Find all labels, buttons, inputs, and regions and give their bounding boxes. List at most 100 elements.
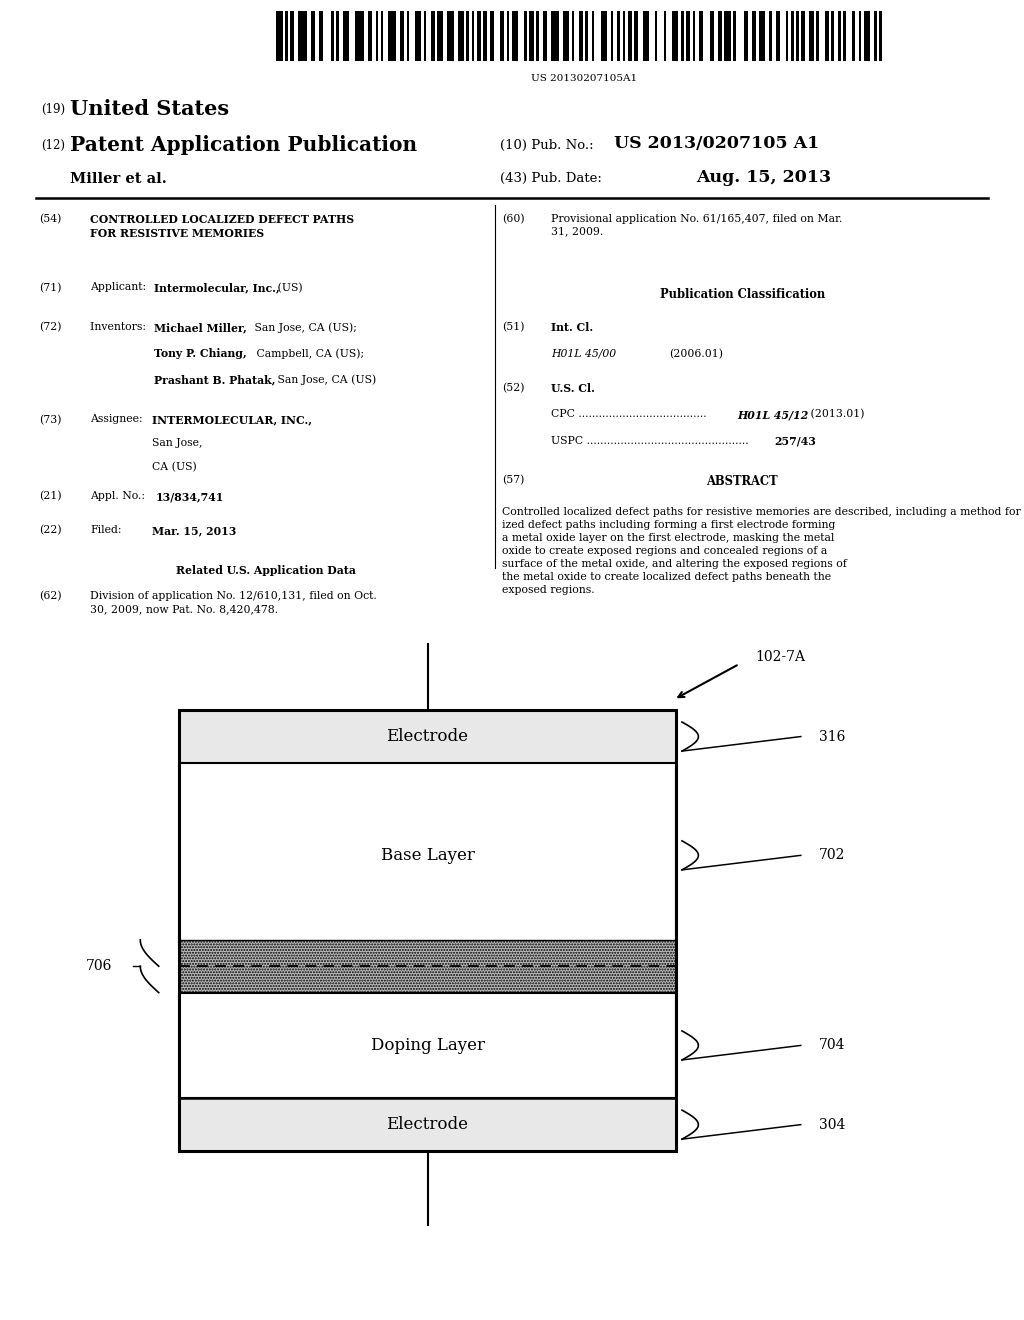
Bar [424,11,427,61]
Bar [407,11,410,61]
Bar [416,11,422,61]
Bar [858,11,861,61]
Bar [752,11,756,61]
Bar [529,11,534,61]
Bar [681,11,683,61]
Bar [743,11,748,61]
Text: (54): (54) [39,214,61,224]
Text: United States: United States [70,99,228,119]
Text: 13/834,741: 13/834,741 [156,491,224,502]
Text: US 2013/0207105 A1: US 2013/0207105 A1 [614,135,819,152]
Bar [796,11,799,61]
Bar [664,11,666,61]
Text: US 20130207105A1: US 20130207105A1 [530,74,637,83]
Bar [831,11,834,61]
Bar [472,11,474,61]
Text: (60): (60) [502,214,524,224]
Text: (72): (72) [39,322,61,333]
Text: 304: 304 [819,1118,846,1131]
Bar [343,11,349,61]
Bar [692,11,695,61]
Bar [437,11,443,61]
Text: 706: 706 [86,960,113,973]
Text: Intermolecular, Inc.,: Intermolecular, Inc., [154,282,280,293]
Bar [816,11,818,61]
Text: (71): (71) [39,282,61,293]
Bar [179,763,676,948]
Text: 102-7A: 102-7A [756,651,806,664]
Bar [467,11,469,61]
Text: Assignee:: Assignee: [90,414,146,425]
Text: CPC ......................................: CPC ....................................… [551,409,707,420]
Bar [838,11,841,61]
Text: USPC ................................................: USPC ...................................… [551,436,749,446]
Bar [332,11,334,61]
Bar [718,11,722,61]
Text: Tony P. Chiang,: Tony P. Chiang, [154,348,246,359]
Bar [610,11,613,61]
Bar [785,11,788,61]
Bar [179,993,676,1098]
Bar [179,1098,676,1151]
Text: Mar. 15, 2013: Mar. 15, 2013 [152,525,236,536]
Bar [791,11,794,61]
Bar [291,11,295,61]
Text: CA (US): CA (US) [152,462,197,473]
Bar [447,11,454,61]
Text: Aug. 15, 2013: Aug. 15, 2013 [696,169,831,186]
Bar [355,11,364,61]
Text: Electrode: Electrode [386,729,469,744]
Bar [458,11,464,61]
Bar [501,11,505,61]
Text: Publication Classification: Publication Classification [659,288,825,301]
Bar [571,11,574,61]
Text: San Jose,: San Jose, [152,438,202,449]
Text: INTERMOLECULAR, INC.,: INTERMOLECULAR, INC., [152,414,311,425]
Bar [699,11,703,61]
Bar [299,11,307,61]
Bar [628,11,632,61]
Text: Int. Cl.: Int. Cl. [551,322,593,333]
Bar [477,11,481,61]
Text: 702: 702 [819,849,846,862]
Bar [852,11,854,61]
Bar [600,11,606,61]
Bar [319,11,324,61]
Text: (US): (US) [274,282,303,293]
Bar [179,710,676,763]
Text: Electrode: Electrode [386,1117,469,1133]
Text: (43) Pub. Date:: (43) Pub. Date: [500,172,601,185]
Text: (2013.01): (2013.01) [807,409,864,420]
Bar [368,11,372,61]
Bar [179,940,676,993]
Text: H01L 45/12: H01L 45/12 [737,409,809,420]
Bar [642,11,648,61]
Text: Patent Application Publication: Patent Application Publication [70,135,417,154]
Text: 316: 316 [819,730,846,743]
Bar [512,11,518,61]
Text: San Jose, CA (US);: San Jose, CA (US); [251,322,356,333]
Bar [775,11,779,61]
Bar [769,11,771,61]
Bar [524,11,527,61]
Text: (21): (21) [39,491,61,502]
Text: San Jose, CA (US): San Jose, CA (US) [274,375,377,385]
Text: Base Layer: Base Layer [381,847,474,863]
Bar [490,11,495,61]
Bar [376,11,379,61]
Bar [381,11,384,61]
Bar [551,11,559,61]
Bar [431,11,435,61]
Text: (10) Pub. No.:: (10) Pub. No.: [500,139,593,152]
Bar [843,11,846,61]
Bar [654,11,657,61]
Text: Doping Layer: Doping Layer [371,1038,484,1053]
Text: U.S. Cl.: U.S. Cl. [551,383,595,393]
Text: 704: 704 [819,1039,846,1052]
Bar [337,11,339,61]
Text: Applicant:: Applicant: [90,282,150,293]
Bar [483,11,487,61]
Bar [276,11,283,61]
Bar [543,11,547,61]
Bar [710,11,714,61]
